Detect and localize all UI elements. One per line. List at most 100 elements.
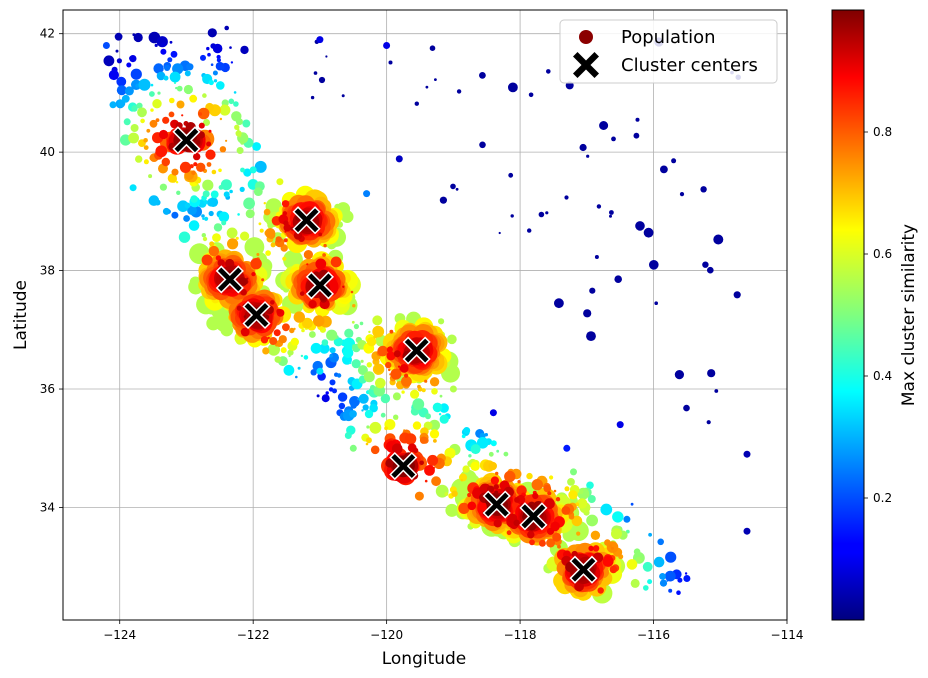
population-point (212, 70, 218, 76)
population-point (270, 242, 276, 248)
population-point (429, 419, 440, 431)
population-point (130, 68, 142, 80)
population-point (554, 298, 564, 309)
population-point (527, 228, 532, 233)
population-point (359, 321, 364, 326)
population-point (163, 75, 169, 81)
population-point (432, 402, 443, 413)
population-point (329, 347, 336, 354)
population-point (338, 402, 346, 410)
population-point (401, 376, 412, 387)
population-point (532, 492, 539, 500)
population-point (517, 480, 521, 484)
population-point (555, 497, 561, 502)
population-point (205, 149, 216, 160)
population-point (358, 393, 369, 404)
population-point (479, 72, 486, 79)
population-point (614, 275, 622, 284)
population-point (431, 388, 438, 395)
population-point (419, 436, 428, 444)
population-point (332, 388, 337, 394)
population-point (178, 231, 191, 243)
y-tick-label: 40 (40, 145, 55, 159)
population-point (449, 385, 457, 393)
population-point (253, 145, 259, 151)
population-point (176, 85, 183, 92)
population-point (706, 420, 711, 425)
population-point (427, 454, 439, 466)
population-point (392, 443, 403, 455)
population-point (643, 585, 649, 591)
population-point (216, 58, 221, 63)
population-point (714, 389, 719, 393)
population-point (195, 139, 201, 145)
population-point (586, 154, 590, 158)
population-point (508, 82, 518, 93)
population-point (321, 394, 330, 403)
population-point (164, 64, 171, 71)
population-point (380, 393, 391, 404)
population-point (115, 49, 119, 53)
population-point (213, 79, 218, 83)
population-point (221, 220, 227, 226)
population-point (700, 186, 707, 193)
population-point (374, 364, 384, 373)
colorbar: 0.2 0.4 0.6 0.8 Max cluster similarity (831, 9, 919, 621)
population-point (702, 261, 709, 268)
population-point (510, 214, 514, 218)
population-point (419, 460, 425, 466)
population-point (259, 228, 264, 233)
population-point (128, 132, 140, 144)
population-point (273, 329, 281, 337)
population-point (412, 421, 422, 430)
population-point (506, 530, 512, 536)
population-point (404, 373, 409, 378)
population-point (674, 370, 685, 380)
population-point (635, 556, 642, 564)
population-point (329, 354, 334, 358)
population-point (103, 55, 115, 67)
population-point (574, 581, 584, 592)
population-point (238, 277, 248, 286)
x-tick-label: −118 (504, 628, 537, 642)
cluster-center-marker (482, 490, 511, 519)
population-point (198, 122, 205, 129)
population-point (233, 91, 237, 94)
population-point (313, 315, 325, 327)
population-point (148, 174, 153, 179)
population-point (240, 141, 245, 145)
colorbar-tick-label: 0.8 (873, 125, 892, 139)
population-point (183, 215, 191, 222)
population-point (439, 394, 443, 398)
population-point (208, 129, 212, 133)
population-point (546, 69, 551, 74)
population-point (380, 412, 386, 418)
population-point (583, 309, 592, 318)
population-point (647, 579, 653, 585)
population-point (202, 217, 205, 220)
population-point (265, 250, 271, 256)
population-point (648, 532, 652, 537)
colorbar-ticks: 0.2 0.4 0.6 0.8 (864, 125, 892, 505)
population-point (191, 170, 196, 175)
population-point (243, 168, 252, 177)
population-point (590, 530, 601, 540)
population-point (235, 236, 239, 240)
population-point (369, 421, 382, 434)
population-point (212, 233, 221, 243)
population-point (208, 210, 214, 217)
population-point (260, 336, 269, 344)
population-point (576, 531, 581, 536)
population-point (470, 461, 480, 471)
population-point (395, 155, 403, 163)
population-point (325, 391, 329, 395)
population-point (261, 278, 265, 282)
population-point (264, 314, 270, 320)
population-point (349, 444, 357, 452)
population-point (351, 320, 355, 324)
population-point (344, 328, 354, 338)
population-point (571, 550, 578, 558)
population-point (414, 491, 424, 501)
population-point (131, 105, 138, 112)
population-point (462, 465, 470, 473)
